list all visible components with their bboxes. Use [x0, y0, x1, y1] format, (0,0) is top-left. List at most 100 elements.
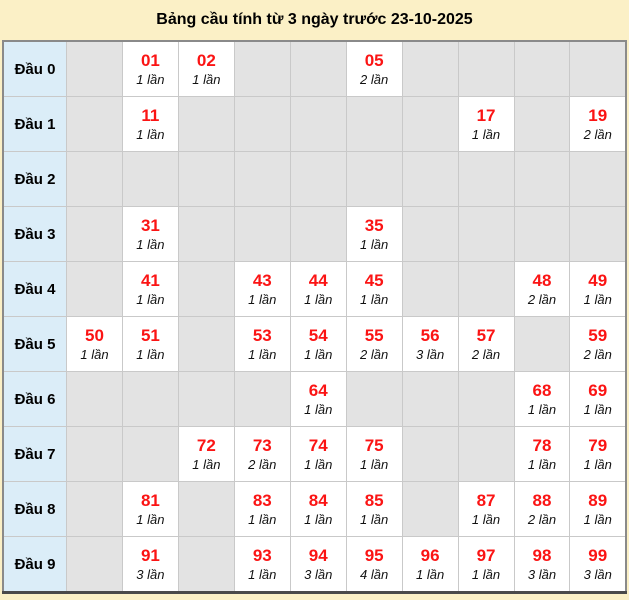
empty-cell [66, 481, 123, 537]
number-cell: 75 1 lần [345, 426, 403, 482]
row-label: Đầu 7 [2, 426, 67, 482]
row-label: Đầu 0 [2, 40, 67, 97]
number-count: 2 lần [360, 346, 389, 362]
number-cell: 99 3 lần [569, 536, 627, 593]
number-cell: 05 2 lần [345, 40, 403, 97]
number-count: 1 lần [192, 456, 221, 472]
number-cell: 73 2 lần [233, 426, 291, 482]
number-cell: 94 3 lần [289, 536, 347, 593]
number-value: 79 [588, 436, 608, 456]
number-value: 89 [588, 491, 608, 511]
number-value: 51 [140, 326, 160, 346]
empty-cell [177, 536, 235, 593]
number-value: 59 [588, 326, 608, 346]
empty-cell [233, 96, 291, 152]
empty-cell [401, 481, 459, 537]
number-count: 2 lần [360, 71, 389, 87]
number-cell: 64 1 lần [289, 371, 347, 427]
number-count: 1 lần [80, 346, 109, 362]
number-value: 50 [85, 326, 104, 346]
number-value: 72 [196, 436, 216, 456]
empty-cell [289, 206, 347, 262]
number-count: 2 lần [471, 346, 501, 362]
row-label: Đầu 2 [2, 151, 67, 207]
number-count: 1 lần [136, 511, 165, 527]
empty-cell [513, 96, 571, 152]
number-value: 11 [141, 106, 160, 126]
empty-cell [177, 206, 235, 262]
number-count: 1 lần [471, 566, 501, 582]
number-count: 2 lần [248, 456, 277, 472]
number-value: 81 [140, 491, 160, 511]
empty-cell [401, 206, 459, 262]
empty-cell [401, 96, 459, 152]
empty-cell [457, 426, 515, 482]
empty-cell [177, 96, 235, 152]
number-value: 45 [364, 271, 384, 291]
empty-cell [345, 371, 403, 427]
empty-cell [457, 371, 515, 427]
number-cell: 50 1 lần [66, 316, 123, 372]
empty-cell [233, 151, 291, 207]
empty-cell [177, 481, 235, 537]
number-count: 1 lần [248, 566, 277, 582]
number-cell: 68 1 lần [513, 371, 571, 427]
number-value: 99 [588, 546, 608, 566]
number-value: 49 [588, 271, 608, 291]
number-count: 3 lần [415, 346, 445, 362]
row-label: Đầu 4 [2, 261, 67, 317]
number-cell: 43 1 lần [233, 261, 291, 317]
number-count: 1 lần [360, 511, 389, 527]
row-label: Đầu 8 [2, 481, 67, 537]
empty-cell [513, 151, 571, 207]
table-row: Đầu 6 64 1 lần 68 1 lần 69 1 lần [2, 371, 627, 427]
number-count: 3 lần [136, 566, 165, 582]
number-cell: 55 2 lần [345, 316, 403, 372]
number-count: 1 lần [360, 456, 389, 472]
number-value: 17 [476, 106, 496, 126]
empty-cell [289, 40, 347, 97]
number-value: 54 [308, 326, 328, 346]
bridge-table: Đầu 0 01 1 lần 02 1 lần 05 2 lần Đầu 1 11 1 lần 17… [2, 40, 627, 594]
number-count: 1 lần [136, 236, 165, 252]
number-cell: 31 1 lần [121, 206, 179, 262]
number-cell: 54 1 lần [289, 316, 347, 372]
number-cell: 89 1 lần [569, 481, 627, 537]
number-cell: 97 1 lần [457, 536, 515, 593]
number-cell: 87 1 lần [457, 481, 515, 537]
number-count: 1 lần [527, 401, 557, 417]
number-count: 1 lần [583, 511, 612, 527]
number-value: 74 [308, 436, 328, 456]
empty-cell [66, 261, 123, 317]
number-value: 64 [308, 381, 328, 401]
empty-cell [569, 206, 627, 262]
number-count: 1 lần [583, 401, 612, 417]
number-cell: 35 1 lần [345, 206, 403, 262]
row-label: Đầu 9 [2, 536, 67, 593]
number-cell: 45 1 lần [345, 261, 403, 317]
number-value: 48 [532, 271, 552, 291]
empty-cell [457, 151, 515, 207]
number-value: 83 [252, 491, 272, 511]
empty-cell [177, 316, 235, 372]
number-cell: 19 2 lần [569, 96, 627, 152]
number-value: 01 [140, 51, 160, 71]
empty-cell [66, 206, 123, 262]
number-count: 2 lần [527, 511, 557, 527]
number-count: 4 lần [360, 566, 389, 582]
number-count: 1 lần [583, 291, 612, 307]
empty-cell [121, 371, 179, 427]
number-count: 3 lần [583, 566, 612, 582]
number-cell: 81 1 lần [121, 481, 179, 537]
number-value: 75 [364, 436, 384, 456]
empty-cell [289, 151, 347, 207]
empty-cell [457, 206, 515, 262]
number-cell: 49 1 lần [569, 261, 627, 317]
number-value: 55 [364, 326, 384, 346]
number-count: 1 lần [304, 511, 333, 527]
empty-cell [345, 96, 403, 152]
table-row: Đầu 0 01 1 lần 02 1 lần 05 2 lần [2, 40, 627, 97]
number-count: 2 lần [527, 291, 557, 307]
empty-cell [401, 40, 459, 97]
number-count: 3 lần [527, 566, 557, 582]
